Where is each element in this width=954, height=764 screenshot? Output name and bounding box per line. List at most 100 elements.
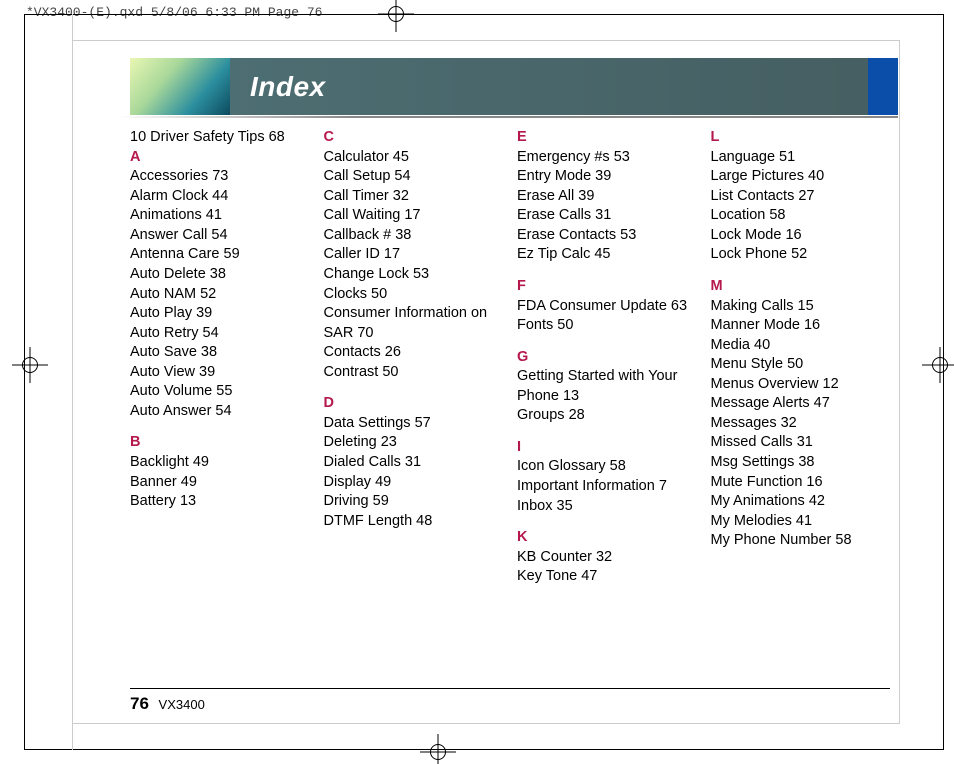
index-letter-heading: A <box>130 148 304 168</box>
index-entry: Backlight 49 <box>130 453 304 473</box>
index-entry: Call Setup 54 <box>324 167 498 187</box>
index-entry: List Contacts 27 <box>711 187 885 207</box>
index-group: DData Settings 57Deleting 23Dialed Calls… <box>324 394 498 531</box>
index-group: GGetting Started with Your Phone 13Group… <box>517 348 691 426</box>
index-entry: My Animations 42 <box>711 492 885 512</box>
index-entry: Data Settings 57 <box>324 414 498 434</box>
index-entry: Auto NAM 52 <box>130 285 304 305</box>
index-entry: Contrast 50 <box>324 363 498 383</box>
index-entry: Manner Mode 16 <box>711 316 885 336</box>
index-entry: Menu Style 50 <box>711 355 885 375</box>
index-entry: Entry Mode 39 <box>517 167 691 187</box>
index-entry: Consumer Information on SAR 70 <box>324 304 498 343</box>
index-letter-heading: K <box>517 528 691 548</box>
registration-mark-icon <box>12 347 48 383</box>
index-entry: Change Lock 53 <box>324 265 498 285</box>
index-letter-heading: F <box>517 277 691 297</box>
index-group: MMaking Calls 15Manner Mode 16Media 40Me… <box>711 277 885 551</box>
index-entry: Messages 32 <box>711 414 885 434</box>
index-entry: Deleting 23 <box>324 433 498 453</box>
index-entry: Location 58 <box>711 206 885 226</box>
index-entry: KB Counter 32 <box>517 548 691 568</box>
index-entry: Lock Mode 16 <box>711 226 885 246</box>
index-letter-heading: E <box>517 128 691 148</box>
index-entry: Auto Save 38 <box>130 343 304 363</box>
index-entry: Getting Started with Your Phone 13 <box>517 367 691 406</box>
registration-mark-icon <box>378 0 414 32</box>
page-number: 76 <box>130 694 149 713</box>
index-entry: Message Alerts 47 <box>711 394 885 414</box>
index-entry: Erase Contacts 53 <box>517 226 691 246</box>
index-entry: Missed Calls 31 <box>711 433 885 453</box>
title-bar: Index <box>130 58 898 115</box>
index-content: 10 Driver Safety Tips 68AAccessories 73A… <box>130 128 884 674</box>
index-entry: Caller ID 17 <box>324 245 498 265</box>
index-entry: Mute Function 16 <box>711 473 885 493</box>
index-entry: Driving 59 <box>324 492 498 512</box>
index-entry: Fonts 50 <box>517 316 691 336</box>
index-entry: Inbox 35 <box>517 497 691 517</box>
index-entry: Erase All 39 <box>517 187 691 207</box>
header-accent <box>868 58 898 115</box>
index-entry: Making Calls 15 <box>711 297 885 317</box>
index-entry: Auto Retry 54 <box>130 324 304 344</box>
index-group: AAccessories 73Alarm Clock 44Animations … <box>130 148 304 422</box>
index-entry: Antenna Care 59 <box>130 245 304 265</box>
index-entry: Alarm Clock 44 <box>130 187 304 207</box>
index-letter-heading: L <box>711 128 885 148</box>
page-sheet: *VX3400-(E).qxd 5/8/06 6:33 PM Page 76 I… <box>0 0 954 764</box>
index-entry: Important Information 7 <box>517 477 691 497</box>
index-entry: Animations 41 <box>130 206 304 226</box>
index-entry: Answer Call 54 <box>130 226 304 246</box>
index-entry: Dialed Calls 31 <box>324 453 498 473</box>
index-entry: 10 Driver Safety Tips 68 <box>130 128 304 148</box>
index-entry: Display 49 <box>324 473 498 493</box>
index-group: EEmergency #s 53Entry Mode 39Erase All 3… <box>517 128 691 265</box>
index-entry: Calculator 45 <box>324 148 498 168</box>
index-entry: DTMF Length 48 <box>324 512 498 532</box>
index-group: IIcon Glossary 58Important Information 7… <box>517 438 691 516</box>
model-name: VX3400 <box>159 697 205 712</box>
index-entry: Lock Phone 52 <box>711 245 885 265</box>
index-entry: Auto Answer 54 <box>130 402 304 422</box>
index-entry: Language 51 <box>711 148 885 168</box>
index-letter-heading: D <box>324 394 498 414</box>
index-group: CCalculator 45Call Setup 54Call Timer 32… <box>324 128 498 382</box>
gutter-line <box>72 14 73 750</box>
index-entry: Ez Tip Calc 45 <box>517 245 691 265</box>
index-entry: Battery 13 <box>130 492 304 512</box>
index-letter-heading: M <box>711 277 885 297</box>
index-entry: Clocks 50 <box>324 285 498 305</box>
registration-mark-icon <box>922 347 954 383</box>
index-entry: Msg Settings 38 <box>711 453 885 473</box>
index-group: FFDA Consumer Update 63Fonts 50 <box>517 277 691 336</box>
index-entry: Auto View 39 <box>130 363 304 383</box>
index-entry: Auto Volume 55 <box>130 382 304 402</box>
index-entry: Media 40 <box>711 336 885 356</box>
index-letter-heading: G <box>517 348 691 368</box>
index-entry: FDA Consumer Update 63 <box>517 297 691 317</box>
index-group: LLanguage 51Large Pictures 40List Contac… <box>711 128 885 265</box>
page-footer: 76 VX3400 <box>130 688 890 712</box>
index-entry: Menus Overview 12 <box>711 375 885 395</box>
index-entry: Groups 28 <box>517 406 691 426</box>
index-entry: My Melodies 41 <box>711 512 885 532</box>
index-entry: Accessories 73 <box>130 167 304 187</box>
index-entry: Auto Delete 38 <box>130 265 304 285</box>
index-entry: Auto Play 39 <box>130 304 304 324</box>
index-entry: Erase Calls 31 <box>517 206 691 226</box>
index-letter-heading: C <box>324 128 498 148</box>
index-letter-heading: I <box>517 438 691 458</box>
index-entry: Contacts 26 <box>324 343 498 363</box>
index-entry: Call Timer 32 <box>324 187 498 207</box>
header-rule <box>118 116 898 118</box>
index-group: BBacklight 49Banner 49Battery 13 <box>130 433 304 511</box>
index-entry: Emergency #s 53 <box>517 148 691 168</box>
index-letter-heading: B <box>130 433 304 453</box>
registration-mark-icon <box>420 734 456 764</box>
index-entry: Call Waiting 17 <box>324 206 498 226</box>
index-entry: Callback # 38 <box>324 226 498 246</box>
index-entry: My Phone Number 58 <box>711 531 885 551</box>
index-entry: Large Pictures 40 <box>711 167 885 187</box>
header-photo-placeholder <box>130 58 230 115</box>
